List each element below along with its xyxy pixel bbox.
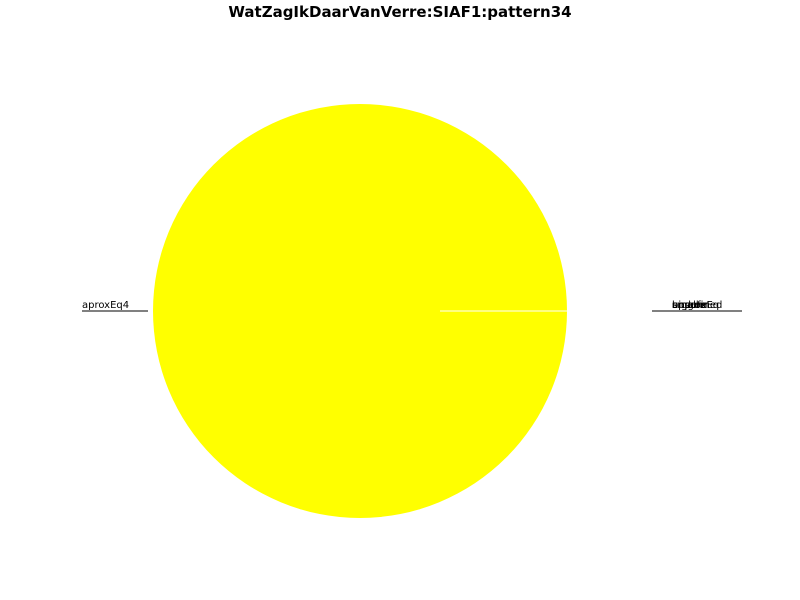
pie-slices <box>153 104 567 518</box>
chart-title: WatZagIkDaarVanVerre:SIAF1:pattern34 <box>228 3 572 21</box>
pie-labels: aproxEq4 approxEqunsurebiggersmallerundef… <box>82 300 742 312</box>
slice-label-aproxEq4: aproxEq4 <box>82 300 129 311</box>
slice-label-approxEq: approxEq <box>672 300 719 311</box>
pie-slice-aproxEq4 <box>153 104 567 518</box>
slice-label-undefined: undefined <box>672 300 722 311</box>
slice-label-bigger: bigger <box>672 300 705 311</box>
slice-label-unsure: unsure <box>672 300 706 311</box>
slice-label-smaller: smaller <box>672 300 710 311</box>
